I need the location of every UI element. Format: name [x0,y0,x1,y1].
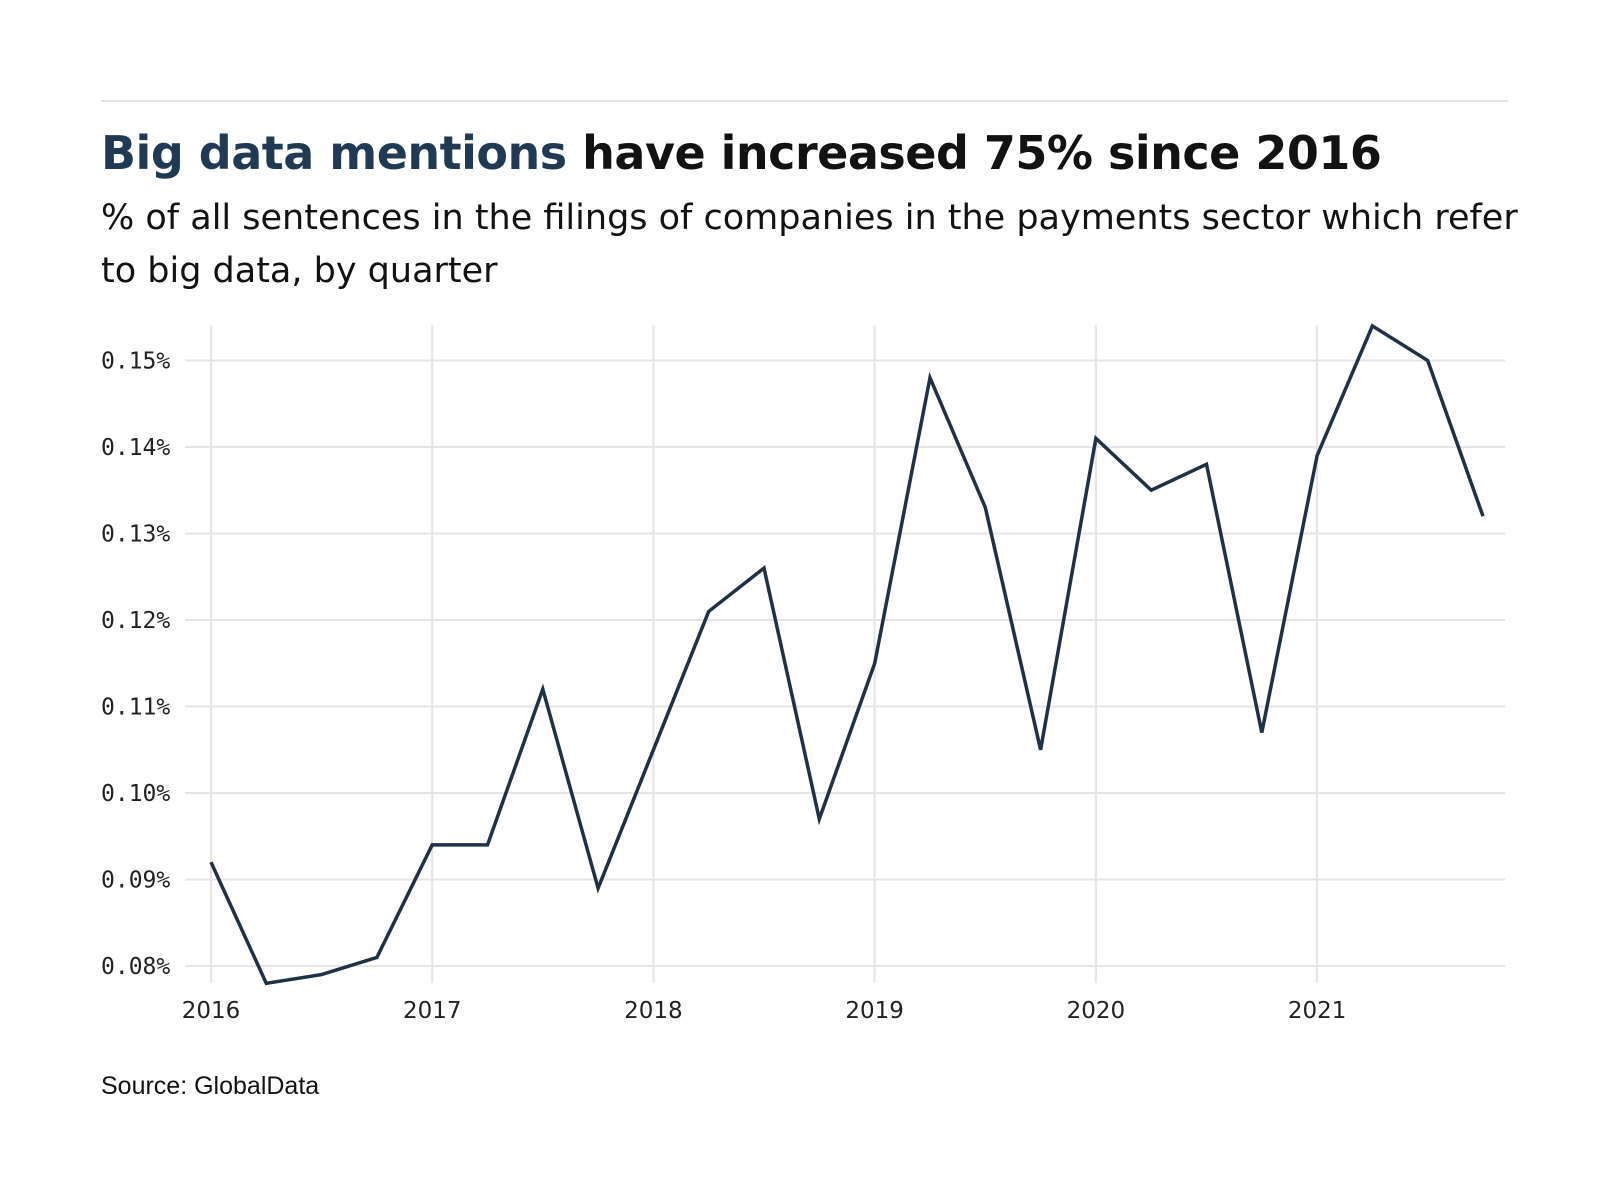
x-tick-label: 2019 [845,998,904,1024]
title-highlight: Big data mentions [101,126,567,180]
series-line [209,323,1485,986]
x-tick-label: 2018 [624,998,683,1024]
title-rest: have increased 75% since 2016 [566,126,1382,180]
y-tick-label: 0.13% [101,522,170,548]
y-tick-label: 0.10% [101,781,170,807]
x-tick-label: 2020 [1067,998,1126,1024]
y-tick-label: 0.11% [101,695,170,721]
source-note: Source: GlobalData [101,1072,320,1100]
y-tick-label: 0.09% [101,868,170,894]
y-tick-label: 0.08% [101,954,170,980]
y-tick-label: 0.12% [101,608,170,634]
chart-subtitle: % of all sentences in the filings of com… [101,198,1518,291]
x-tick-label: 2021 [1288,998,1347,1024]
chart-title: Big data mentions have increased 75% sin… [101,124,1382,182]
x-tick-label: 2016 [182,998,241,1024]
y-tick-label: 0.15% [101,349,170,375]
x-tick-label: 2017 [403,998,462,1024]
y-tick-label: 0.14% [101,435,170,461]
top-divider [101,100,1508,102]
